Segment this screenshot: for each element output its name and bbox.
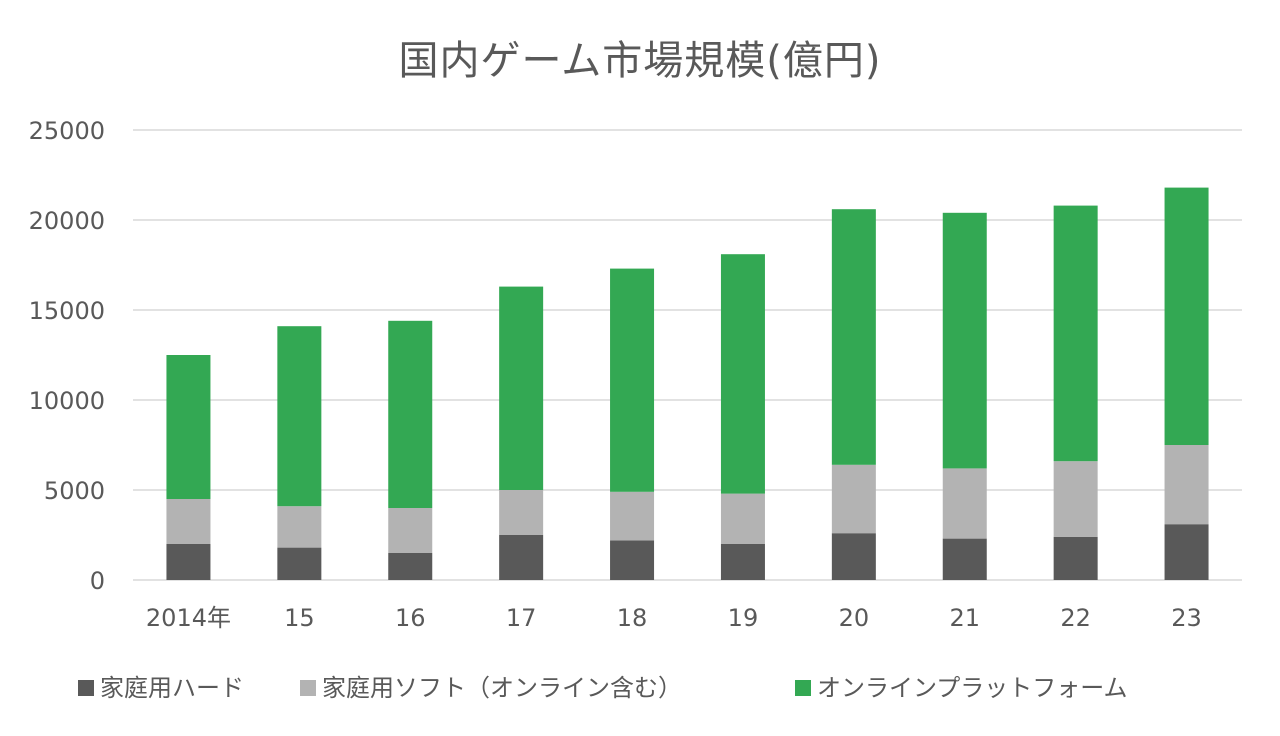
bar-segment xyxy=(610,268,655,492)
bar-segment xyxy=(277,326,322,507)
bar-segment xyxy=(388,508,433,553)
y-tick-label: 25000 xyxy=(29,117,105,145)
x-tick-label: 22 xyxy=(1060,604,1091,632)
x-tick-label: 16 xyxy=(395,604,426,632)
bar-segment xyxy=(388,320,433,508)
x-axis-ticks: 2014年 15 16 17 18 19 20 21 22 23 xyxy=(146,604,1202,632)
x-tick-label: 17 xyxy=(506,604,537,632)
x-tick-label: 21 xyxy=(949,604,980,632)
legend-swatch xyxy=(78,680,94,696)
x-tick-label: 20 xyxy=(839,604,870,632)
bar-segment xyxy=(720,493,765,544)
bar-segment xyxy=(1164,524,1209,580)
bar-segment xyxy=(831,209,876,465)
legend-swatch xyxy=(300,680,316,696)
bar-segment xyxy=(166,355,211,499)
y-tick-label: 20000 xyxy=(29,207,105,235)
x-tick-label: 15 xyxy=(284,604,315,632)
bar-segment xyxy=(942,538,987,580)
y-tick-label: 10000 xyxy=(29,387,105,415)
x-tick-label: 2014年 xyxy=(146,604,231,632)
bar-segment xyxy=(1164,187,1209,445)
bar-segment xyxy=(166,499,211,544)
legend-swatch xyxy=(795,680,811,696)
bar-segment xyxy=(499,535,544,580)
bar-segment xyxy=(720,254,765,494)
chart-title: 国内ゲーム市場規模(億円) xyxy=(398,38,882,84)
bar-segment xyxy=(499,286,544,490)
y-tick-label: 15000 xyxy=(29,297,105,325)
bar-segment xyxy=(277,506,322,548)
x-tick-label: 18 xyxy=(617,604,648,632)
bar-segment xyxy=(831,533,876,580)
bar-segment xyxy=(720,544,765,580)
legend-label: 家庭用ソフト（オンライン含む） xyxy=(322,674,682,702)
bar-segment xyxy=(942,212,987,469)
y-tick-label: 0 xyxy=(90,567,105,595)
bar-segment xyxy=(1164,445,1209,525)
bar-segment xyxy=(1053,461,1098,537)
bar-segment xyxy=(610,491,655,541)
bar-segment xyxy=(942,468,987,539)
bar-segment xyxy=(277,547,322,580)
bar-segment xyxy=(166,544,211,580)
bar-segment xyxy=(388,553,433,580)
bar-segment xyxy=(1053,536,1098,580)
bar-segment xyxy=(831,464,876,534)
legend-label: 家庭用ハード xyxy=(100,674,244,702)
y-tick-label: 5000 xyxy=(44,477,105,505)
bars xyxy=(166,187,1209,580)
bar-segment xyxy=(1053,205,1098,462)
x-tick-label: 19 xyxy=(728,604,759,632)
bar-segment xyxy=(610,540,655,580)
legend: 家庭用ハード 家庭用ソフト（オンライン含む） オンラインプラットフォーム xyxy=(78,674,1128,702)
x-tick-label: 23 xyxy=(1171,604,1202,632)
y-axis-ticks: 0 5000 10000 15000 20000 25000 xyxy=(29,117,105,595)
legend-label: オンラインプラットフォーム xyxy=(817,674,1128,702)
bar-segment xyxy=(499,490,544,535)
